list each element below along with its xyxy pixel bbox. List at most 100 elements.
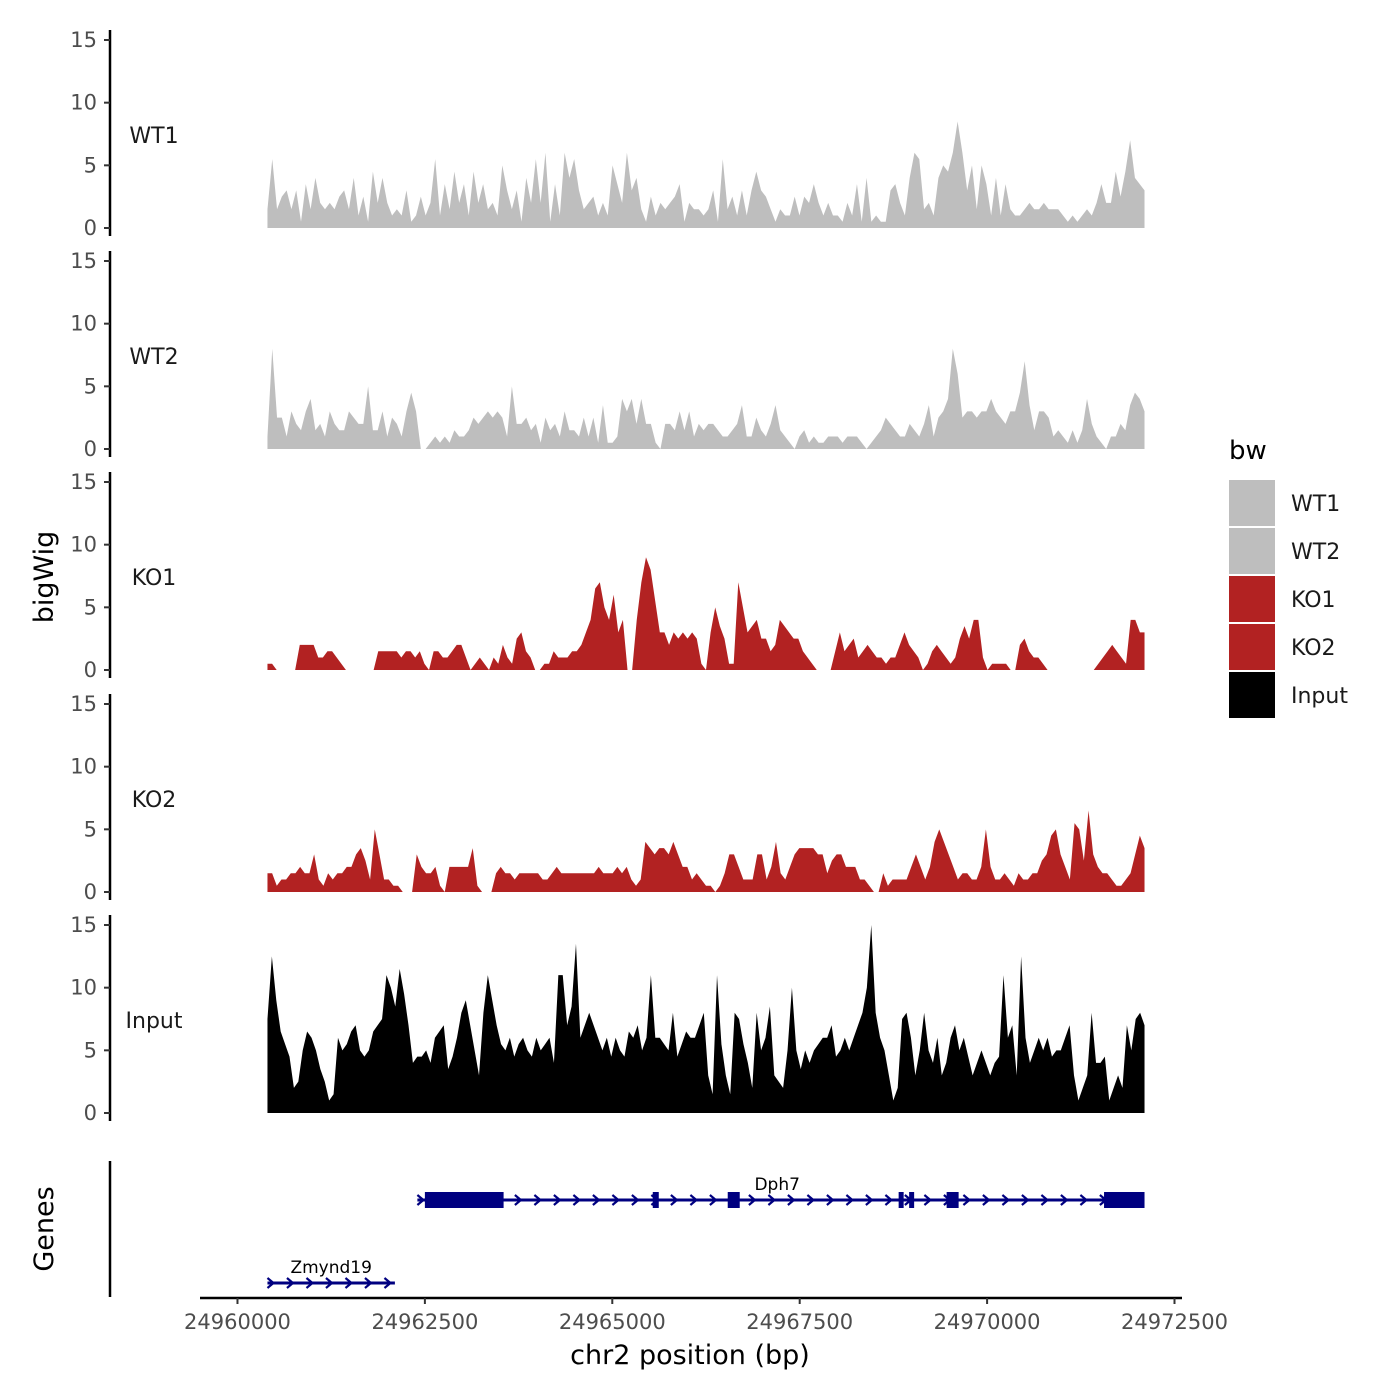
track-wt1: 0 5 10 15 WT1: [70, 28, 1145, 240]
strand-arrow: [266, 1277, 276, 1289]
y-tick-label: 15: [70, 470, 97, 494]
legend-entry-ko2: KO2: [1229, 624, 1336, 670]
y-tick-label: 0: [84, 880, 97, 904]
strand-arrow: [533, 1194, 543, 1206]
legend-entry-wt2: WT2: [1229, 528, 1340, 574]
legend-entry-ko1: KO1: [1229, 576, 1336, 622]
gene-label-dph7: Dph7: [754, 1175, 799, 1195]
y-tick-label: 0: [84, 437, 97, 461]
y-tick-label: 10: [70, 312, 97, 336]
strand-arrow: [767, 1194, 777, 1206]
genes-axis-title: Genes: [29, 1186, 60, 1271]
exon-block: [946, 1192, 959, 1208]
track-label-input: Input: [126, 1009, 183, 1034]
track-label-wt2: WT2: [129, 345, 178, 370]
y-axis-title: bigWig: [29, 531, 60, 624]
strand-arrow: [689, 1194, 699, 1206]
legend-label: Input: [1291, 684, 1348, 709]
y-tick-label: 0: [84, 658, 97, 682]
y-tick-label: 5: [84, 1038, 97, 1062]
strand-arrow: [865, 1194, 874, 1206]
signal-tracks: 0 5 10 15 WT1 0 5 10 15 WT2 0 5 10 15 KO1 0 5 10 15 KO2 0 5 10…: [70, 28, 1145, 1125]
strand-arrow: [364, 1277, 373, 1289]
exon-block: [1104, 1192, 1145, 1208]
track-ko2: 0 5 10 15 KO2: [70, 692, 1145, 904]
strand-arrow: [845, 1194, 855, 1206]
x-tick-label: 24972500: [1121, 1310, 1228, 1334]
strand-arrow: [553, 1194, 562, 1206]
y-tick-label: 0: [84, 216, 97, 240]
legend-label: KO2: [1291, 636, 1336, 661]
strand-arrow: [1040, 1194, 1050, 1206]
exon-block: [424, 1192, 504, 1208]
x-axis-title: chr2 position (bp): [570, 1340, 810, 1371]
track-label-wt1: WT1: [129, 124, 178, 149]
strand-arrow: [806, 1194, 816, 1206]
genes-panel: Zmynd19 Dph7: [108, 1161, 1145, 1297]
y-tick-label: 15: [70, 249, 97, 273]
track-ko1: 0 5 10 15 KO1: [70, 470, 1145, 682]
exon-block: [652, 1192, 659, 1208]
strand-arrow: [1060, 1194, 1069, 1206]
legend-label: KO1: [1291, 588, 1336, 613]
legend-swatch: [1229, 576, 1275, 622]
strand-arrow: [1021, 1194, 1030, 1206]
x-tick-label: 24970000: [934, 1310, 1041, 1334]
strand-arrow: [1079, 1194, 1089, 1206]
legend-swatch: [1229, 480, 1275, 526]
strand-arrow: [923, 1194, 933, 1206]
strand-arrow: [514, 1194, 523, 1206]
strand-arrow: [305, 1277, 315, 1289]
strand-arrow: [748, 1194, 757, 1206]
y-tick-label: 10: [70, 533, 97, 557]
signal-area-wt1: [267, 121, 1145, 228]
x-axis: 24960000 24962500 24965000 24967500 24970000…: [184, 1296, 1228, 1334]
legend-title: bw: [1229, 436, 1267, 466]
track-label-ko1: KO1: [132, 566, 177, 591]
strand-arrow: [884, 1194, 894, 1206]
x-tick-label: 24962500: [371, 1310, 478, 1334]
gene-dph7: Dph7: [416, 1175, 1145, 1208]
legend-entry-input: Input: [1229, 672, 1348, 718]
x-tick-label: 24960000: [184, 1310, 291, 1334]
strand-arrow: [962, 1194, 972, 1206]
x-tick-label: 24965000: [559, 1310, 666, 1334]
exon-block: [909, 1192, 915, 1208]
strand-arrow: [286, 1277, 295, 1289]
y-tick-label: 5: [84, 595, 97, 619]
gene-zmynd19: Zmynd19: [266, 1258, 395, 1289]
x-tick-label: 24967500: [746, 1310, 853, 1334]
track-input: 0 5 10 15 Input: [70, 913, 1145, 1125]
strand-arrow: [325, 1277, 334, 1289]
legend-entry-wt1: WT1: [1229, 480, 1340, 526]
signal-area-input: [267, 925, 1145, 1113]
y-tick-label: 10: [70, 976, 97, 1000]
track-wt2: 0 5 10 15 WT2: [70, 249, 1145, 461]
y-tick-label: 15: [70, 692, 97, 716]
strand-arrow: [982, 1194, 991, 1206]
strand-arrow: [826, 1194, 835, 1206]
strand-arrow: [670, 1194, 679, 1206]
legend: bw WT1 WT2 KO1 KO2 Input: [1229, 436, 1348, 718]
signal-area-ko2: [267, 810, 1145, 892]
strand-arrow: [344, 1277, 354, 1289]
strand-arrow: [572, 1194, 582, 1206]
y-tick-label: 0: [84, 1101, 97, 1125]
track-label-ko2: KO2: [132, 788, 177, 813]
strand-arrow: [383, 1277, 393, 1289]
y-tick-label: 15: [70, 913, 97, 937]
gene-label-zmynd19: Zmynd19: [290, 1258, 371, 1278]
strand-arrow: [611, 1194, 621, 1206]
legend-swatch: [1229, 528, 1275, 574]
y-tick-label: 10: [70, 91, 97, 115]
exon-block: [727, 1192, 740, 1208]
legend-label: WT1: [1291, 492, 1340, 517]
exon-block: [898, 1192, 904, 1208]
legend-swatch: [1229, 672, 1275, 718]
strand-arrow: [787, 1194, 796, 1206]
strand-arrow: [709, 1194, 718, 1206]
y-tick-label: 5: [84, 817, 97, 841]
legend-swatch: [1229, 624, 1275, 670]
y-tick-label: 10: [70, 755, 97, 779]
